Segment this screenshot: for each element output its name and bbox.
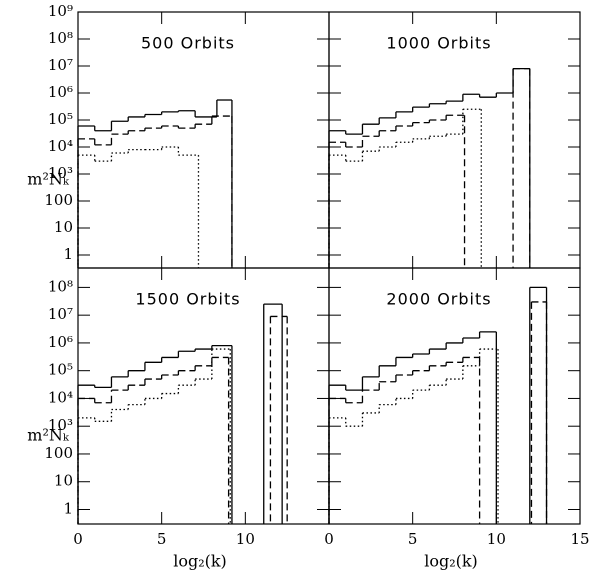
x-tick-label: 5 xyxy=(408,530,418,548)
x-tick-label: 0 xyxy=(73,530,83,548)
panel-title: 1000 Orbits xyxy=(386,34,491,53)
x-axis-label: log₂(k) xyxy=(173,552,227,571)
panel-title: 1500 Orbits xyxy=(135,290,240,309)
x-tick-label: 0 xyxy=(324,530,334,548)
y-tick-label: 1 xyxy=(63,245,73,263)
y-tick-label: 10⁴ xyxy=(48,137,73,155)
y-tick-label: 100 xyxy=(44,191,73,209)
y-tick-label: 10 xyxy=(54,218,73,236)
y-tick-label: 10⁸ xyxy=(48,277,73,295)
y-axis-label: m²Nₖ xyxy=(27,170,70,189)
x-axis-label: log₂(k) xyxy=(424,552,478,571)
y-tick-label: 10⁸ xyxy=(48,29,73,47)
y-tick-label: 10 xyxy=(54,472,73,490)
x-tick-label: 10 xyxy=(236,530,255,548)
x-tick-label: 5 xyxy=(157,530,167,548)
y-tick-label: 10³ xyxy=(48,416,73,434)
y-axis-label: m²Nₖ xyxy=(27,426,70,445)
y-tick-label: 10⁶ xyxy=(48,333,73,351)
y-tick-label: 10⁴ xyxy=(48,388,73,406)
y-tick-label: 10⁵ xyxy=(48,110,73,128)
y-tick-label: 10⁵ xyxy=(48,361,73,379)
x-tick-label: 10 xyxy=(487,530,506,548)
panel-title: 500 Orbits xyxy=(141,34,235,53)
y-tick-label: 10⁷ xyxy=(48,56,73,74)
y-tick-label: 10⁷ xyxy=(48,305,73,323)
y-tick-label: 10⁹ xyxy=(48,2,73,20)
y-tick-label: 100 xyxy=(44,444,73,462)
y-tick-label: 10³ xyxy=(48,164,73,182)
x-tick-label: 15 xyxy=(570,530,589,548)
y-tick-label: 1 xyxy=(63,499,73,517)
panel-title: 2000 Orbits xyxy=(386,290,491,309)
y-tick-label: 10⁶ xyxy=(48,83,73,101)
